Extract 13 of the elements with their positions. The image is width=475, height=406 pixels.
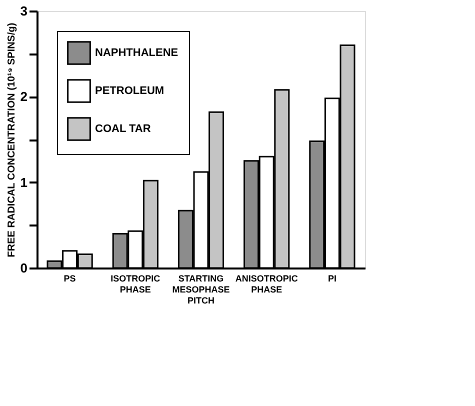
legend-label: COAL TAR [95,123,151,135]
x-tick-label: PS [64,274,76,284]
y-tick-label: 3 [20,4,28,18]
legend-label: NAPHTHALENE [95,47,178,59]
y-tick-label: 2 [20,89,28,104]
x-tick-label: ISOTROPIC PHASE [110,274,161,294]
y-tick-label: 0 [20,260,28,276]
legend-label: PETROLEUM [95,85,164,97]
y-tick-label: 1 [20,174,28,190]
x-tick-label: PI [328,274,336,284]
x-tick-label: ANISOTROPIC PHASE [235,274,298,294]
y-axis-title: FREE RADICAL CONCENTRATION (10¹⁹ SPINS/g) [6,22,18,258]
x-tick-label: STARTING MESOPHASE PITCH [172,274,230,306]
